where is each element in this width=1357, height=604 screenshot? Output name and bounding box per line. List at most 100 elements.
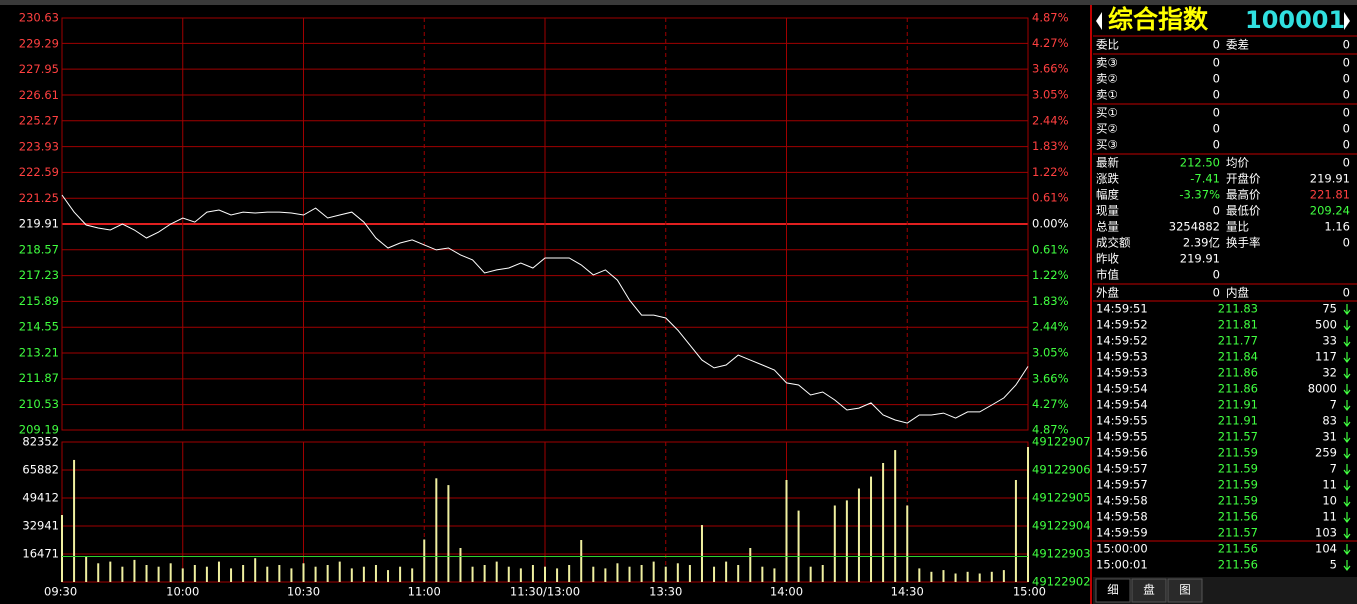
volume-bar bbox=[592, 566, 595, 582]
y-tick-label: 217.23 bbox=[19, 268, 59, 282]
field-label: 委比 bbox=[1096, 38, 1119, 52]
y-tick-label: 82352 bbox=[22, 435, 59, 449]
field-value: 0 bbox=[1213, 38, 1220, 52]
volume-bar bbox=[616, 563, 619, 582]
x-tick-label: 10:30 bbox=[287, 585, 320, 599]
down-arrow bbox=[1343, 432, 1351, 443]
y-tick-label: 226.61 bbox=[19, 88, 59, 102]
down-arrow bbox=[1343, 560, 1351, 571]
field-value: 0 bbox=[1343, 88, 1350, 102]
y-tick-label: 210.53 bbox=[19, 397, 59, 411]
field-label: 涨跌 bbox=[1096, 172, 1119, 186]
field-value: 1.16 bbox=[1324, 220, 1350, 234]
volume-bar bbox=[266, 566, 269, 582]
down-arrow bbox=[1343, 480, 1351, 491]
field-value: 0 bbox=[1213, 122, 1220, 136]
volume-bar bbox=[664, 566, 667, 582]
y-tick-label: 32941 bbox=[22, 518, 59, 532]
y2-tick-label: 0.00% bbox=[1032, 217, 1069, 231]
volume-bar bbox=[797, 510, 800, 582]
y2-tick-label: 49122904 bbox=[1032, 519, 1091, 533]
y2-tick-label: 3.05% bbox=[1032, 346, 1069, 360]
y2-tick-label: 4.87% bbox=[1032, 11, 1069, 25]
tick-time: 14:59:58 bbox=[1096, 510, 1148, 524]
volume-bar bbox=[556, 568, 559, 582]
y2-tick-label: 1.22% bbox=[1032, 165, 1069, 179]
prev-arrow[interactable] bbox=[1096, 12, 1102, 30]
volume-bar bbox=[338, 561, 341, 582]
tick-price: 211.86 bbox=[1218, 366, 1258, 380]
tick-volume: 10 bbox=[1322, 494, 1337, 508]
x-tick-label: 11:00 bbox=[408, 585, 441, 599]
y2-tick-label: 3.66% bbox=[1032, 62, 1069, 76]
top-bar bbox=[0, 0, 1357, 5]
volume-bar bbox=[121, 566, 124, 582]
tick-price: 211.59 bbox=[1218, 446, 1258, 460]
tick-time: 14:59:57 bbox=[1096, 462, 1148, 476]
volume-bar bbox=[990, 571, 993, 582]
volume-bar bbox=[918, 568, 921, 582]
field-value: 0 bbox=[1213, 88, 1220, 102]
volume-bar bbox=[169, 563, 172, 582]
volume-bar bbox=[713, 566, 716, 582]
volume-bar bbox=[604, 568, 607, 582]
quote-code: 100001 bbox=[1245, 6, 1345, 34]
tick-time: 14:59:54 bbox=[1096, 382, 1148, 396]
volume-bar bbox=[193, 564, 196, 582]
tick-time: 15:00:01 bbox=[1096, 558, 1148, 572]
volume-bar bbox=[773, 568, 776, 582]
tick-price: 211.84 bbox=[1218, 350, 1258, 364]
volume-bar bbox=[688, 564, 691, 582]
field-value: 0 bbox=[1343, 122, 1350, 136]
y2-tick-label: 4.27% bbox=[1032, 397, 1069, 411]
volume-bar bbox=[531, 564, 534, 582]
tab[interactable] bbox=[1131, 578, 1167, 603]
field-value: 0 bbox=[1343, 138, 1350, 152]
y-tick-label: 230.63 bbox=[19, 11, 59, 25]
down-arrow bbox=[1343, 512, 1351, 523]
down-arrow bbox=[1343, 496, 1351, 507]
tab[interactable] bbox=[1167, 578, 1203, 603]
tick-price: 211.91 bbox=[1218, 414, 1258, 428]
volume-bar bbox=[290, 568, 293, 582]
volume-bar bbox=[749, 547, 752, 582]
field-label: 成交额 bbox=[1096, 236, 1131, 250]
volume-bar bbox=[507, 566, 510, 582]
volume-bar bbox=[217, 561, 220, 582]
tab[interactable] bbox=[1095, 578, 1131, 603]
volume-bar bbox=[387, 570, 390, 582]
price-line bbox=[61, 194, 1029, 424]
y2-tick-label: 4.87% bbox=[1032, 423, 1069, 437]
tab-label[interactable]: 细 bbox=[1107, 583, 1119, 597]
volume-bar bbox=[314, 566, 317, 582]
field-value: 0 bbox=[1343, 236, 1350, 250]
volume-bar bbox=[326, 564, 329, 582]
volume-bar bbox=[882, 462, 885, 582]
tab-label[interactable]: 盘 bbox=[1143, 583, 1155, 597]
volume-bar bbox=[157, 566, 160, 582]
volume-bar bbox=[737, 564, 740, 582]
tick-volume: 83 bbox=[1322, 414, 1337, 428]
down-arrow bbox=[1343, 544, 1351, 555]
tick-volume: 103 bbox=[1315, 526, 1337, 540]
field-value: 0 bbox=[1343, 38, 1350, 52]
volume-bar bbox=[954, 573, 957, 582]
volume-bar bbox=[350, 568, 353, 582]
next-arrow[interactable] bbox=[1344, 12, 1350, 30]
tick-time: 14:59:58 bbox=[1096, 494, 1148, 508]
tab-label[interactable]: 图 bbox=[1179, 583, 1191, 597]
tick-price: 211.91 bbox=[1218, 398, 1258, 412]
y-tick-label: 222.59 bbox=[19, 165, 59, 179]
volume-bar bbox=[254, 558, 257, 582]
y2-tick-label: 4.27% bbox=[1032, 36, 1069, 50]
field-label: 内盘 bbox=[1226, 286, 1249, 300]
down-arrow bbox=[1343, 384, 1351, 395]
x-tick-label: 10:00 bbox=[166, 585, 199, 599]
volume-bar bbox=[870, 476, 873, 582]
volume-bar bbox=[145, 564, 148, 582]
field-value: 0 bbox=[1343, 156, 1350, 170]
y-tick-label: 215.89 bbox=[19, 294, 59, 308]
y-tick-label: 65882 bbox=[22, 462, 59, 476]
volume-bar bbox=[676, 563, 679, 582]
y2-tick-label: 3.66% bbox=[1032, 371, 1069, 385]
